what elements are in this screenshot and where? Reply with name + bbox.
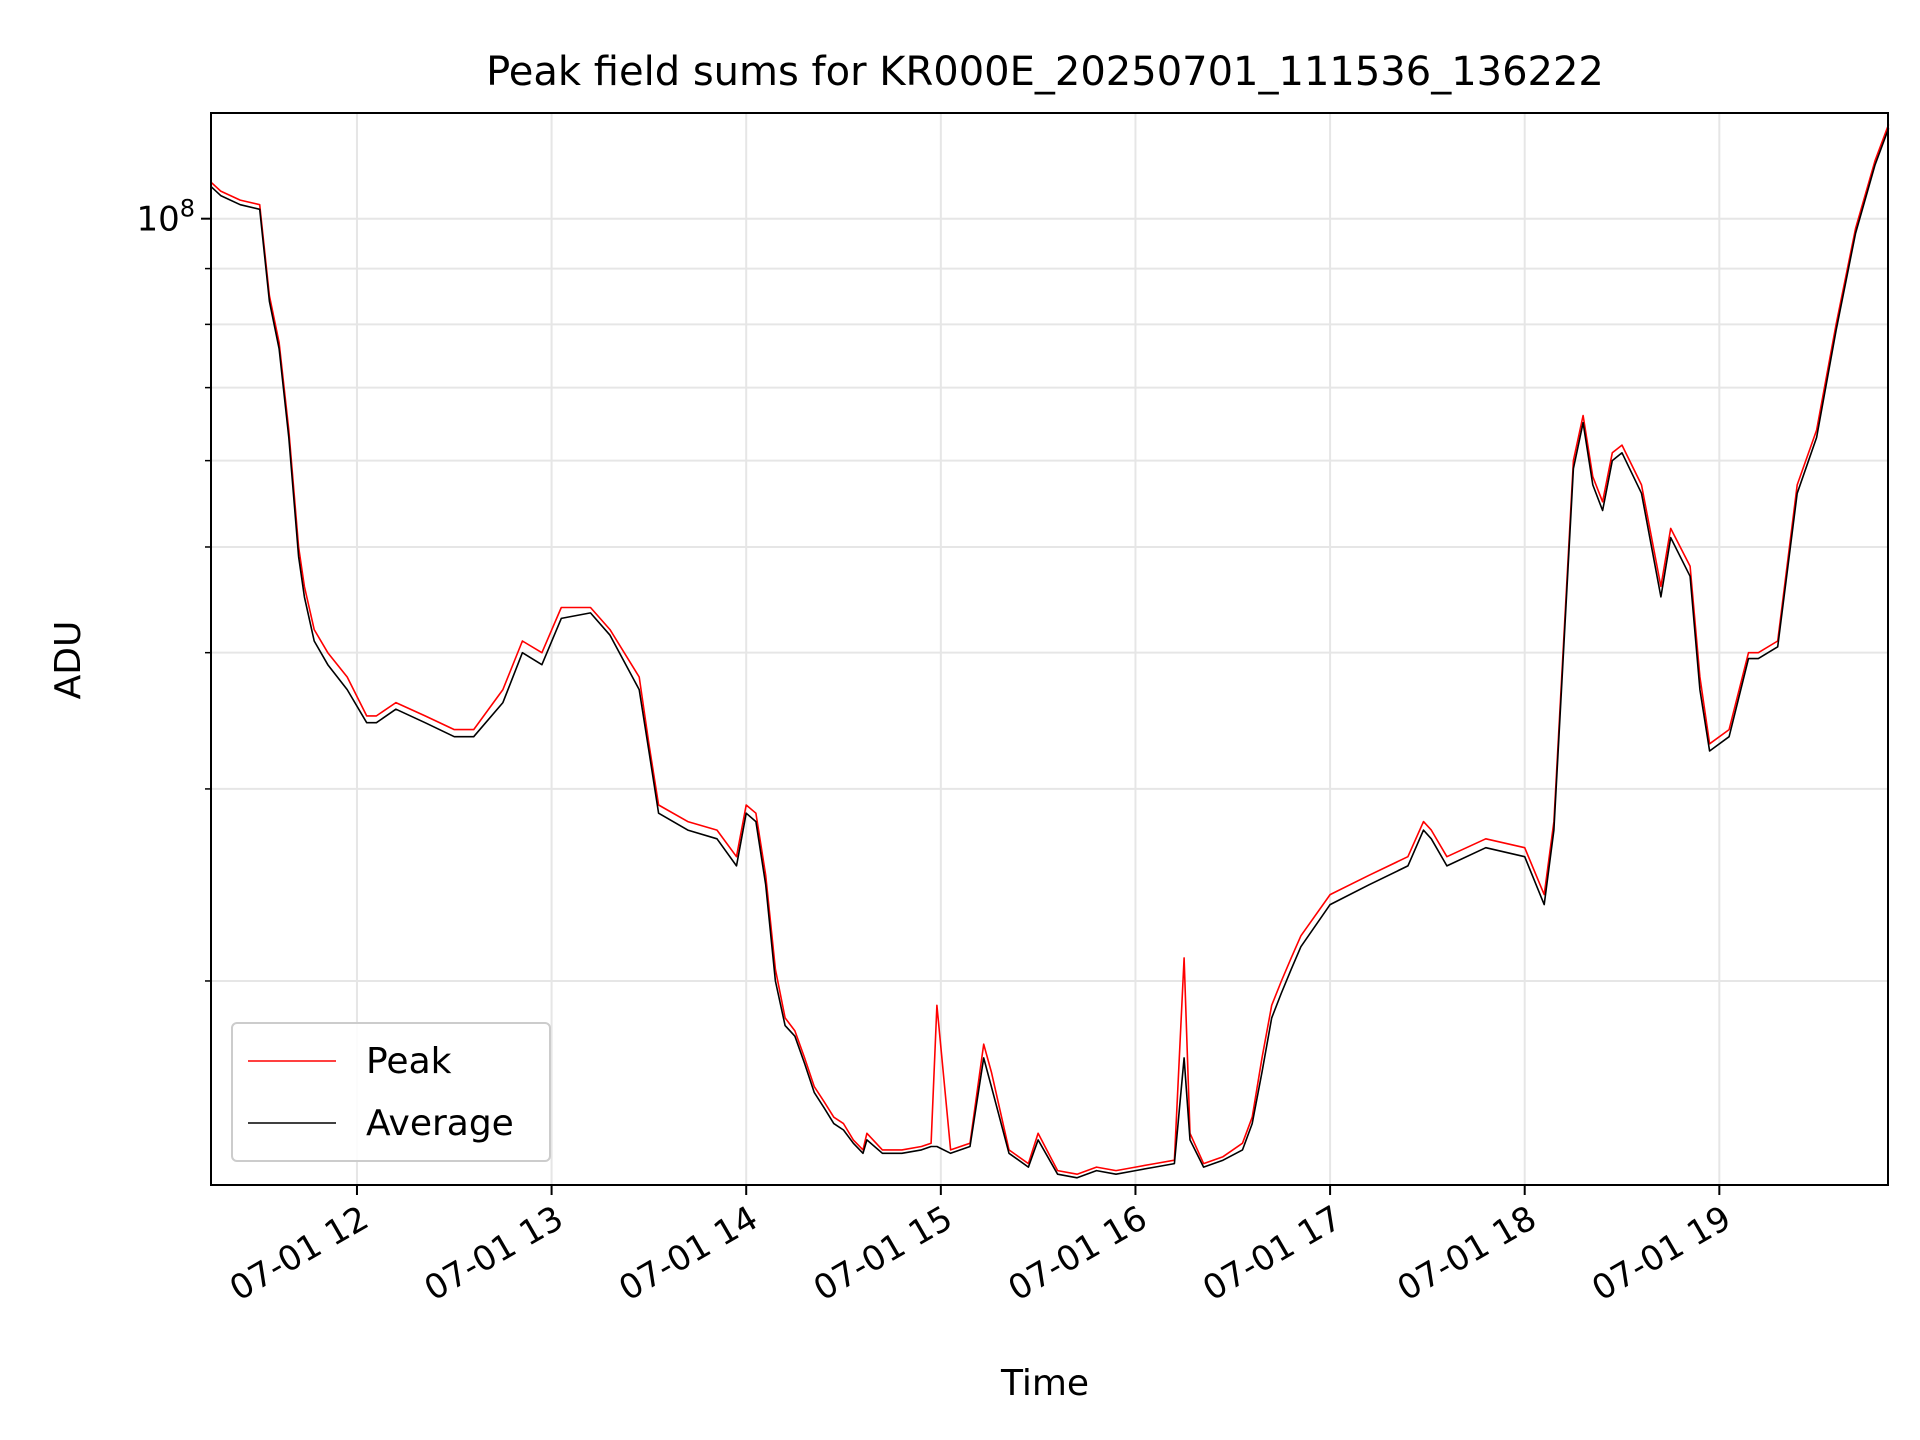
series-line-average — [210, 128, 1890, 1179]
series-layer — [210, 124, 1890, 1179]
legend-label-average: Average — [366, 1103, 514, 1144]
y-axis-label: ADU — [48, 621, 89, 700]
plot-frame — [210, 112, 1889, 1186]
series-line-peak — [210, 124, 1890, 1175]
x-axis-label: Time — [1000, 1363, 1089, 1404]
legend-box — [231, 1022, 551, 1162]
legend: Peak Average — [231, 1022, 551, 1162]
legend-label-peak: Peak — [366, 1041, 452, 1082]
chart-title: Peak field sums for KR000E_20250701_1115… — [486, 49, 1604, 95]
grid — [211, 113, 1888, 1185]
